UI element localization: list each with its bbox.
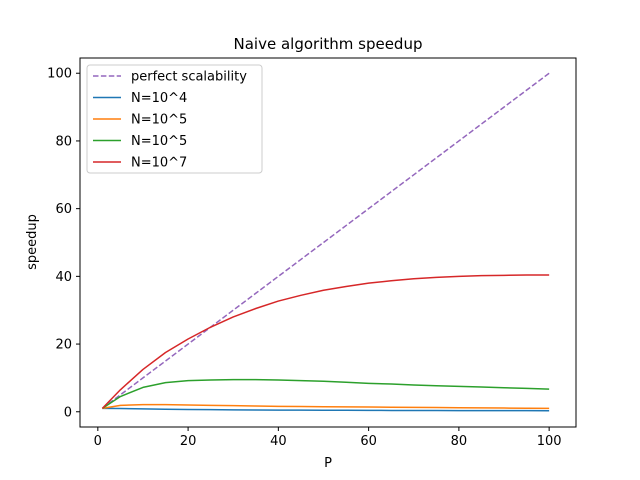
legend: perfect scalability N=10^4 N=10^5 N=10^5 N=1…: [86, 64, 263, 174]
series-line-1: [102, 407, 550, 412]
x-axis: 0 20 40 60 80 100: [94, 427, 562, 449]
x-tick-label: 40: [270, 434, 287, 449]
legend-label-2: N=10^5: [131, 113, 187, 128]
series-line-4: [101, 274, 550, 409]
series-line-0: [101, 72, 550, 409]
y-tick-label: 100: [47, 67, 72, 82]
y-tick-label: 20: [55, 338, 72, 353]
x-tick-label: 60: [360, 434, 377, 449]
plot-area: [101, 72, 550, 412]
chart-title: Naive algorithm speedup: [234, 35, 423, 53]
y-tick-label: 60: [55, 202, 72, 217]
axes-frame: [79, 57, 577, 428]
legend-box: [86, 64, 263, 174]
legend-label-4: N=10^7: [131, 156, 187, 171]
y-tick-label: 40: [55, 270, 72, 285]
y-axis-label: speedup: [25, 214, 40, 270]
x-tick-label: 80: [451, 434, 468, 449]
x-tick-label: 20: [180, 434, 197, 449]
legend-label-1: N=10^4: [131, 91, 187, 106]
series-line-2: [102, 403, 550, 410]
y-axis: 0 20 40 60 80 100: [47, 67, 80, 420]
y-tick-label: 80: [55, 134, 72, 149]
x-tick-label: 0: [94, 434, 102, 449]
x-axis-label: P: [324, 456, 332, 471]
y-tick-label: 0: [64, 405, 72, 420]
x-tick-label: 100: [537, 434, 562, 449]
series-line-3: [101, 378, 550, 410]
legend-label-3: N=10^5: [131, 134, 187, 149]
legend-label-0: perfect scalability: [131, 70, 247, 85]
